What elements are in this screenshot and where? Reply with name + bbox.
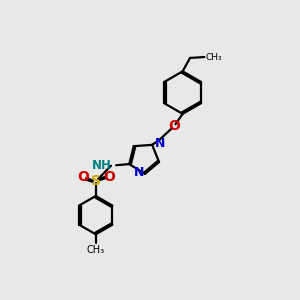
Text: S: S xyxy=(91,174,101,188)
Text: N: N xyxy=(154,137,165,150)
Text: O: O xyxy=(77,170,89,184)
Text: CH₃: CH₃ xyxy=(205,52,222,62)
Text: O: O xyxy=(103,170,115,184)
Text: N: N xyxy=(134,166,144,179)
Text: NH: NH xyxy=(92,159,112,172)
Text: CH₃: CH₃ xyxy=(87,245,105,255)
Text: O: O xyxy=(168,119,180,133)
